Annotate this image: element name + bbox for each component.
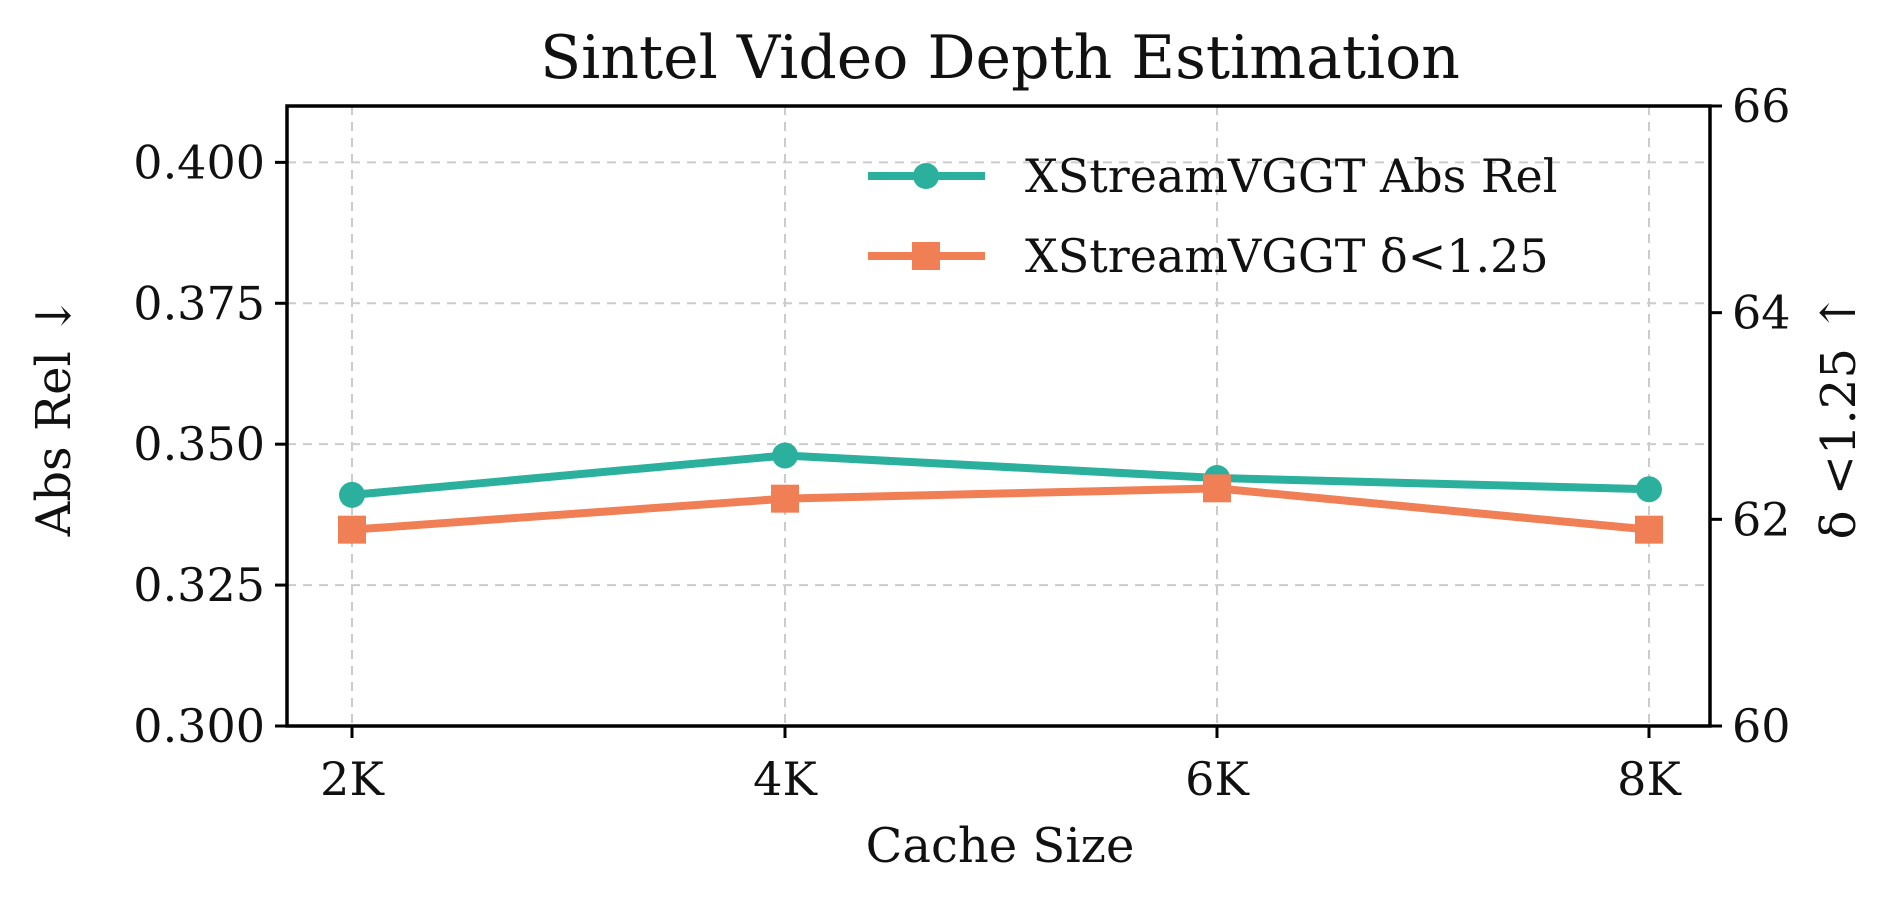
y-axis-label-right: δ <1.25 ↑ [1811,293,1867,540]
y-tick-label-right: 64 [1732,286,1791,340]
x-tick-label: 8K [1617,752,1682,806]
legend-marker [912,242,940,270]
ticks: 2K 4K 6K 8K 0.300 0.325 0.350 0.375 0.400 60 62 64 6… [133,79,1790,806]
series-line [351,451,1650,499]
grid [287,106,1710,726]
x-tick-label: 4K [753,752,818,806]
data-point [1636,476,1662,503]
y-tick-label-right: 62 [1732,492,1791,546]
y-tick-label-left: 0.375 [133,276,265,330]
x-axis-label: Cache Size [866,818,1135,874]
legend-label: XStreamVGGT δ<1.25 [1025,229,1549,283]
data-point [1635,515,1663,544]
y-tick-label-left: 0.400 [133,135,265,189]
y-tick-label-left: 0.350 [133,417,265,471]
y-tick-label-right: 60 [1732,699,1791,753]
legend-label: XStreamVGGT Abs Rel [1025,149,1557,203]
y-axis-label-left: Abs Rel ↓ [26,296,82,538]
y-tick-label-right: 66 [1732,79,1791,133]
x-tick-label: 6K [1185,752,1250,806]
data-point [1203,474,1231,503]
legend-marker [913,163,939,189]
data-point [771,484,799,513]
series-line [351,484,1650,534]
legend: XStreamVGGT Abs Rel XStreamVGGT δ<1.25 [868,149,1557,283]
data-point [772,442,798,469]
series-layer [338,442,1663,544]
y-tick-label-left: 0.300 [133,699,265,753]
chart-title: Sintel Video Depth Estimation [540,23,1460,93]
y-tick-label-left: 0.325 [133,558,265,612]
plot-frame [285,104,1712,728]
data-point [338,515,366,544]
data-point [339,481,365,508]
x-tick-label: 2K [320,752,385,806]
